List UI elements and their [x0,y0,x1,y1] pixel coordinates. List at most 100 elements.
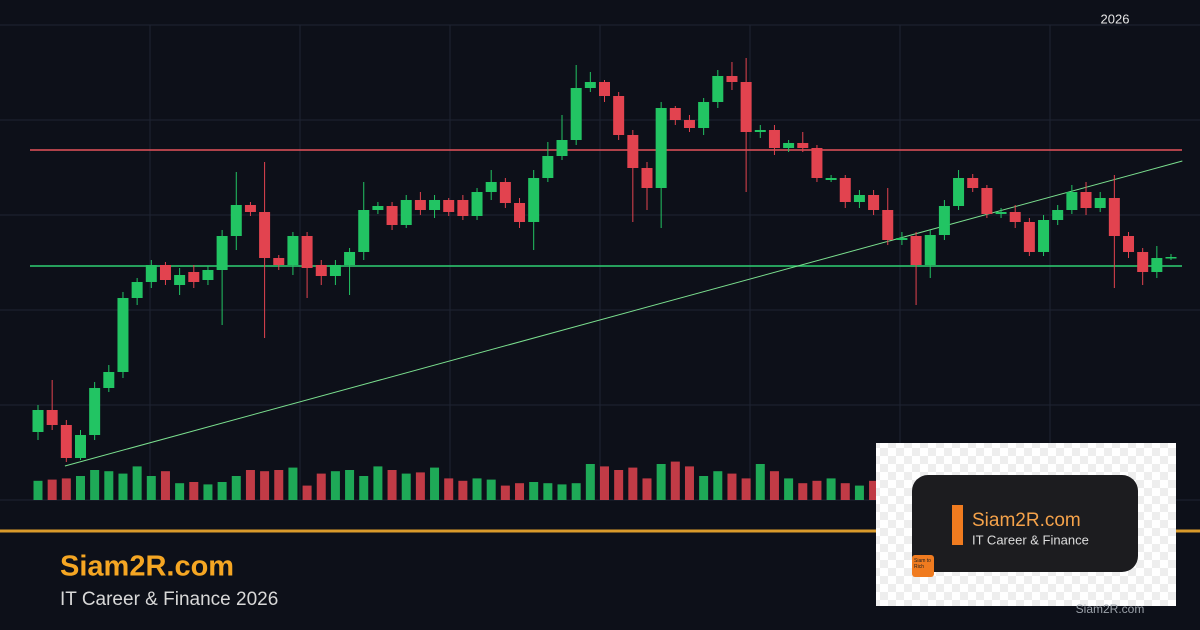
candle-body [783,143,795,148]
volume-bar [642,478,652,500]
logo-panel: Siam2R.com IT Career & Finance Siam to R… [876,443,1176,616]
year-label: 2026 [1101,11,1130,26]
candle-body [669,108,681,120]
candle-body [202,270,214,280]
badge-text: Siam to Rich [914,558,931,570]
volume-bar [543,483,553,500]
volume-bar [458,480,468,500]
candle-body [754,130,766,132]
candle-body [1009,212,1021,222]
volume-bar [869,480,879,500]
trendline [64,160,1183,467]
candle-body [768,130,780,148]
candle-body [514,203,526,222]
candle-body [599,82,610,96]
volume-bar [175,483,185,500]
candle-body [301,236,313,268]
candle-body [386,206,398,225]
candle-body [627,135,639,168]
candle-body [613,96,625,135]
candle-body [74,435,86,458]
candle-body [528,178,540,222]
candle-body [1137,252,1149,272]
volume-bar [472,478,482,500]
volume-bar [245,470,255,500]
candle-body [655,108,667,188]
volume-bar [727,473,737,500]
volume-bar [684,466,694,500]
volume-bar [33,480,43,500]
volume-bar [401,473,411,500]
candle-body [1066,192,1078,210]
watermark: Siam2R.com [1076,602,1145,616]
volume-bar [274,470,284,500]
candle-body [1023,222,1035,252]
volume-bar [415,472,425,500]
volume-bar [75,476,85,500]
candle-body [868,195,880,210]
volume-bar [585,464,595,500]
volume-bar [345,470,355,500]
volume-bar [741,478,751,500]
volume-bar [203,484,213,500]
candle-body [216,236,228,270]
candle-body [542,156,554,178]
volume-bar [670,461,680,500]
badge-box: Siam to Rich [914,558,931,570]
volume-bar [699,476,709,500]
candle-body [1038,220,1050,252]
candle-body [230,205,242,236]
volume-bar [302,485,312,500]
candle-body [825,178,837,180]
candle-body [726,76,738,82]
volume-bar [260,471,270,500]
candle-body [60,425,72,458]
candle-body [244,205,256,212]
volume-bar [614,470,624,500]
candle-body [174,275,186,285]
candle-body [188,272,200,282]
candle-body [683,120,695,128]
volume-bar [104,471,114,500]
volume-bar [755,464,765,500]
candle-body [471,192,483,216]
candle-body [811,148,823,178]
brand-subtitle: IT Career & Finance 2026 [60,589,278,610]
candle-body [159,265,171,280]
volume-bar [359,476,369,500]
candle-body [358,210,370,252]
volume-bar [373,466,383,500]
volume-bar [316,473,326,500]
candle-body [967,178,979,188]
candle-body [344,252,356,265]
candle-body [1094,198,1106,208]
candle-body [740,82,752,132]
volume-bar [812,480,822,500]
candle-body [882,210,894,240]
candle-body [429,200,441,210]
logo-tagline: IT Career & Finance [972,532,1089,547]
candle-body [995,212,1007,214]
volume-bar [387,470,397,500]
candle-body [287,236,299,265]
volume-bar [826,478,836,500]
candle-body [896,238,908,240]
candle-body [853,195,865,202]
volume-bar [854,485,864,500]
logo-name: Siam2R.com [972,510,1081,531]
candle-body [1165,257,1177,259]
candle-body [1151,258,1163,272]
volume-bar [231,476,241,500]
volume-bar [628,467,638,500]
candle-body [938,206,950,235]
volume-bar [444,478,454,500]
candle-body [1108,198,1120,236]
volume-bar [217,482,227,500]
candle-body [556,140,568,156]
candle-body [1123,236,1135,252]
candle-body [273,258,285,265]
volume-bar [61,478,71,500]
logo-bar [952,505,963,545]
